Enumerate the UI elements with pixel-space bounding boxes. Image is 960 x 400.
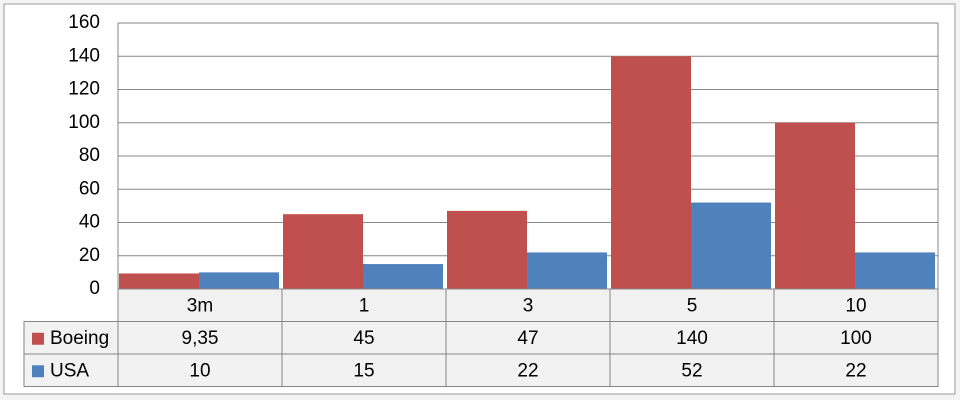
table-value: 22 bbox=[517, 360, 538, 381]
x-tick-label: 3m bbox=[187, 295, 213, 316]
y-tick-label: 100 bbox=[68, 112, 100, 133]
y-tick-label: 40 bbox=[79, 212, 100, 233]
legend-key bbox=[32, 365, 44, 378]
table-value: 100 bbox=[840, 328, 872, 349]
y-tick-label: 60 bbox=[79, 178, 100, 199]
x-tick-label: 5 bbox=[687, 295, 698, 316]
table-value: 45 bbox=[353, 328, 374, 349]
table-value: 9,35 bbox=[182, 328, 219, 349]
bar bbox=[447, 210, 527, 289]
y-tick-label: 160 bbox=[68, 12, 100, 33]
bar bbox=[611, 56, 691, 289]
y-tick-label: 20 bbox=[79, 245, 100, 266]
table-value: 10 bbox=[189, 360, 210, 381]
bar bbox=[527, 252, 607, 289]
table-value: 15 bbox=[353, 360, 374, 381]
table-value: 47 bbox=[517, 328, 538, 349]
table-value: 140 bbox=[676, 328, 708, 349]
y-tick-label: 80 bbox=[79, 145, 100, 166]
x-tick-label: 10 bbox=[845, 295, 866, 316]
bar bbox=[691, 202, 771, 289]
legend-label: USA bbox=[50, 360, 89, 381]
x-tick-label: 3 bbox=[523, 295, 534, 316]
legend-key bbox=[32, 332, 44, 345]
bar bbox=[363, 264, 443, 289]
x-tick-label: 1 bbox=[359, 295, 370, 316]
bar bbox=[855, 252, 935, 289]
bar bbox=[283, 214, 363, 289]
legend-label: Boeing bbox=[50, 328, 109, 349]
bar bbox=[119, 273, 199, 289]
y-tick-label: 120 bbox=[68, 79, 100, 100]
y-tick-label: 140 bbox=[68, 45, 100, 66]
bar bbox=[775, 122, 855, 289]
table-value: 22 bbox=[845, 360, 866, 381]
bar bbox=[199, 272, 279, 289]
y-tick-label: 0 bbox=[89, 278, 100, 299]
table-value: 52 bbox=[681, 360, 702, 381]
